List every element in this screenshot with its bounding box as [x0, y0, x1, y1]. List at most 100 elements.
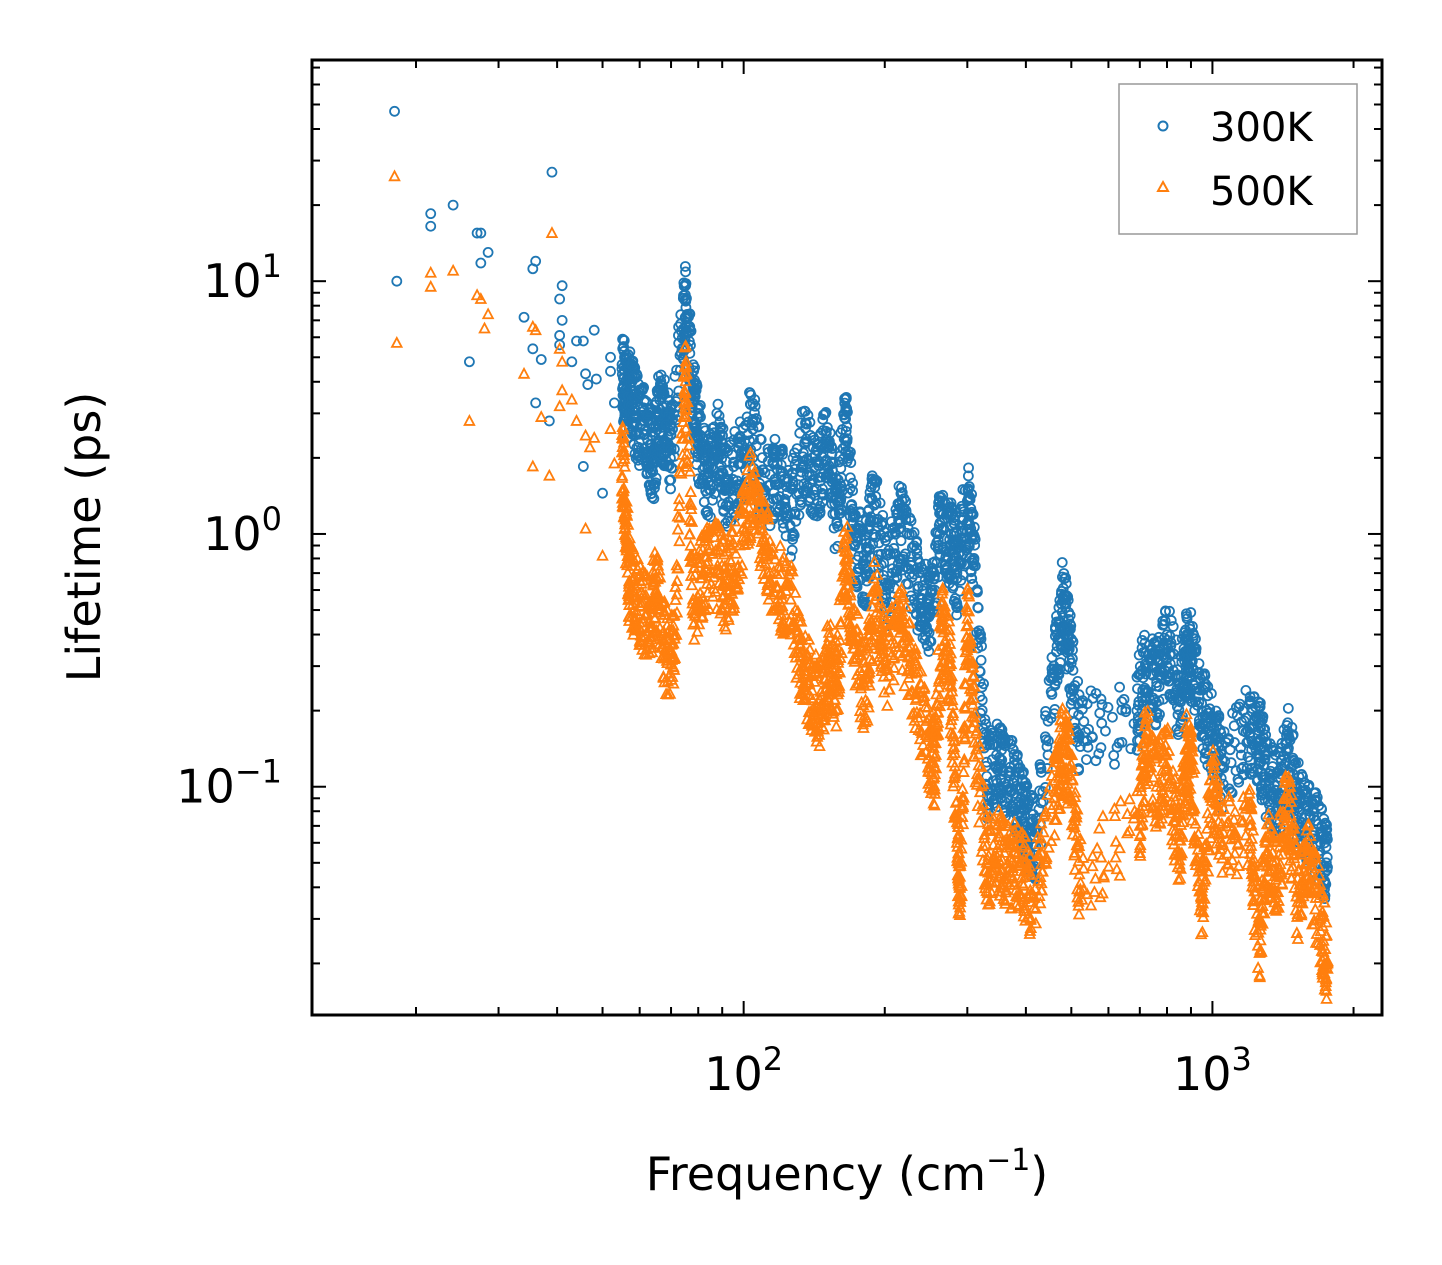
point-300K	[1187, 627, 1199, 639]
point-300K	[923, 646, 935, 657]
point-300K	[631, 370, 643, 382]
point-300K	[1107, 711, 1118, 723]
point-300K	[1261, 737, 1273, 749]
point-300K	[425, 208, 437, 220]
point-300K	[1196, 698, 1208, 709]
point-300K	[969, 560, 981, 572]
point-300K	[965, 572, 977, 584]
point-300K	[1322, 861, 1333, 873]
point-300K	[872, 521, 884, 533]
point-500K	[651, 588, 664, 601]
point-300K	[679, 261, 691, 272]
point-500K	[638, 647, 651, 660]
point-500K	[673, 499, 686, 511]
point-300K	[969, 539, 981, 551]
point-300K	[759, 467, 771, 478]
point-300K	[952, 602, 963, 613]
point-500K	[685, 578, 699, 591]
point-300K	[1060, 578, 1072, 589]
point-300K	[1067, 694, 1078, 706]
point-300K	[712, 398, 724, 410]
point-300K	[992, 786, 1004, 798]
point-300K	[935, 491, 947, 503]
point-300K	[714, 417, 726, 428]
point-300K	[1021, 780, 1033, 792]
point-500K	[650, 552, 664, 564]
point-500K	[634, 634, 647, 647]
point-500K	[671, 509, 685, 522]
point-500K	[671, 522, 685, 535]
point-300K	[907, 541, 918, 553]
point-300K	[945, 529, 957, 540]
point-300K	[871, 516, 883, 528]
point-300K	[1065, 633, 1077, 645]
point-300K	[1109, 758, 1120, 770]
point-500K	[619, 515, 633, 528]
point-500K	[583, 440, 597, 453]
point-300K	[847, 477, 859, 489]
point-300K	[1087, 692, 1099, 704]
point-300K	[659, 374, 670, 386]
point-500K	[652, 603, 665, 615]
point-500K	[667, 663, 681, 675]
point-300K	[693, 411, 705, 423]
point-500K	[670, 574, 684, 587]
point-300K	[833, 508, 845, 520]
point-500K	[684, 555, 697, 567]
point-300K	[1316, 804, 1328, 815]
point-300K	[1256, 794, 1268, 806]
point-300K	[1102, 701, 1114, 713]
point-500K	[670, 558, 684, 571]
point-300K	[1039, 731, 1051, 743]
point-300K	[707, 494, 718, 506]
point-300K	[703, 484, 715, 495]
point-500K	[623, 531, 636, 544]
point-300K	[1256, 711, 1268, 723]
point-300K	[952, 543, 963, 555]
point-500K	[1109, 850, 1122, 863]
point-300K	[694, 429, 706, 441]
point-300K	[927, 557, 938, 569]
point-300K	[871, 476, 883, 488]
point-300K	[925, 636, 937, 647]
point-500K	[667, 649, 681, 662]
point-500K	[596, 548, 609, 561]
point-300K	[888, 548, 899, 560]
point-300K	[664, 474, 675, 486]
point-300K	[1067, 636, 1079, 647]
point-300K	[963, 540, 975, 552]
point-300K	[1051, 610, 1062, 622]
point-500K	[638, 569, 651, 582]
point-300K	[667, 399, 679, 410]
point-500K	[773, 539, 787, 551]
point-500K	[463, 414, 476, 426]
point-300K	[1125, 743, 1137, 755]
point-300K	[464, 356, 475, 368]
point-300K	[1254, 697, 1266, 709]
point-300K	[900, 495, 912, 507]
point-300K	[1034, 759, 1046, 770]
point-500K	[651, 629, 665, 642]
point-300K	[787, 479, 799, 490]
point-300K	[605, 351, 616, 363]
point-300K	[1056, 557, 1068, 568]
point-300K	[873, 537, 885, 549]
point-300K	[1321, 833, 1333, 845]
point-300K	[1147, 698, 1158, 710]
point-300K	[1220, 737, 1232, 748]
point-300K	[955, 532, 967, 544]
point-300K	[906, 529, 918, 540]
point-300K	[715, 460, 727, 472]
point-500K	[661, 674, 675, 687]
point-500K	[679, 398, 692, 411]
point-300K	[649, 482, 660, 494]
point-300K	[717, 498, 729, 510]
point-500K	[555, 383, 569, 396]
point-500K	[565, 392, 579, 405]
point-300K	[1308, 811, 1320, 822]
point-300K	[1235, 742, 1247, 754]
point-300K	[946, 509, 957, 521]
point-300K	[1021, 802, 1033, 814]
point-300K	[702, 505, 713, 517]
point-300K	[1162, 643, 1174, 654]
